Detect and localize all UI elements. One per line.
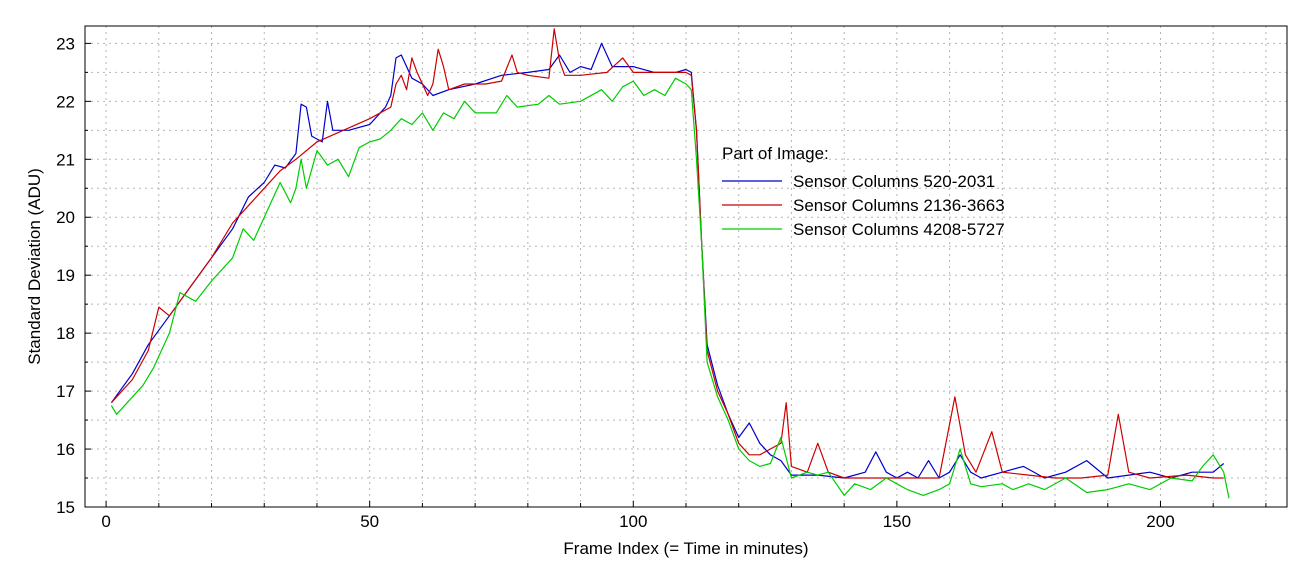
axis-ticks <box>85 42 1267 508</box>
series-line-2 <box>110 28 1224 479</box>
legend-entry-3: Sensor Columns 4208-5727 <box>722 220 1005 239</box>
legend-label-2: Sensor Columns 2136-3663 <box>793 196 1005 215</box>
y-tick-label: 19 <box>56 266 75 285</box>
y-tick-label: 18 <box>56 324 75 343</box>
legend-title: Part of Image: <box>722 144 829 163</box>
y-tick-label: 16 <box>56 440 75 459</box>
legend-label-3: Sensor Columns 4208-5727 <box>793 220 1005 239</box>
gridlines <box>85 26 1287 507</box>
y-tick-label: 15 <box>56 498 75 517</box>
x-tick-label: 50 <box>360 512 379 531</box>
x-tick-labels: 0 50 100 150 200 <box>101 512 1174 531</box>
legend-label-1: Sensor Columns 520-2031 <box>793 172 995 191</box>
x-tick-label: 150 <box>883 512 911 531</box>
y-tick-label: 22 <box>56 92 75 111</box>
y-tick-label: 21 <box>56 150 75 169</box>
x-tick-label: 200 <box>1146 512 1174 531</box>
y-tick-labels: 15 16 17 18 19 20 21 22 23 <box>56 34 75 517</box>
x-tick-label: 100 <box>619 512 647 531</box>
legend: Part of Image: Sensor Columns 520-2031 S… <box>722 144 1005 239</box>
y-tick-label: 17 <box>56 382 75 401</box>
x-axis-title: Frame Index (= Time in minutes) <box>563 539 808 558</box>
series-group <box>110 28 1230 499</box>
y-tick-label: 20 <box>56 208 75 227</box>
x-tick-label: 0 <box>101 512 110 531</box>
y-tick-label: 23 <box>56 34 75 53</box>
series-line-3 <box>110 77 1230 499</box>
legend-entry-2: Sensor Columns 2136-3663 <box>722 196 1005 215</box>
y-axis-title: Standard Deviation (ADU) <box>25 168 44 365</box>
legend-entry-1: Sensor Columns 520-2031 <box>722 172 995 191</box>
